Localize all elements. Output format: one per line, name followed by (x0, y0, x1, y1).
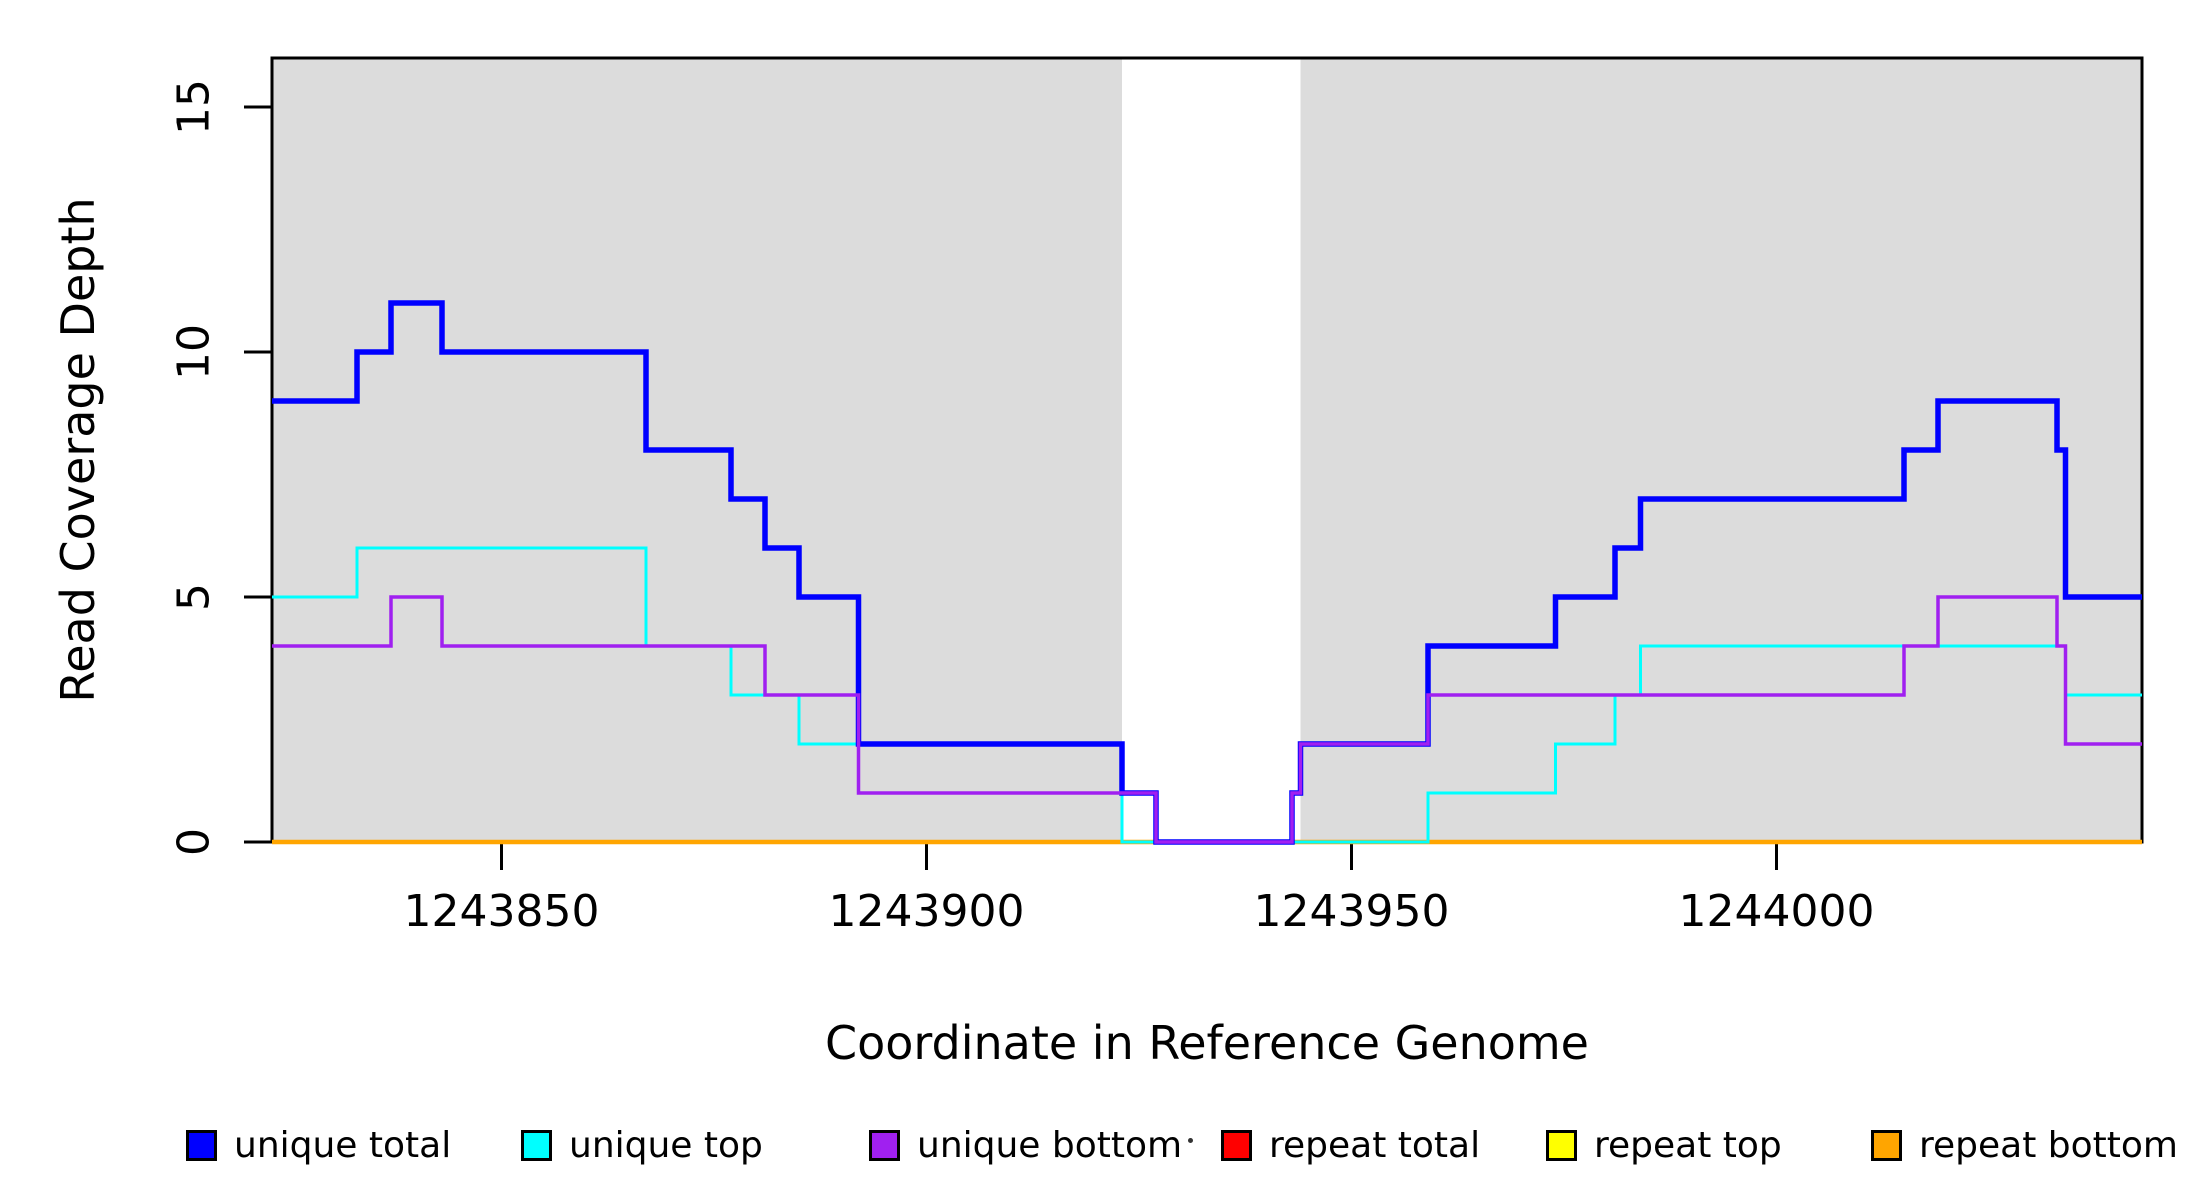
series-unique-top (272, 546, 2142, 844)
legend-label: repeat bottom (1919, 1124, 2178, 1166)
x-tick-label: 1244000 (1678, 886, 1875, 937)
legend-swatch-icon (1871, 1129, 1902, 1161)
legend-swatch-icon (521, 1129, 552, 1161)
legend-item-unique-top: unique top (521, 1122, 763, 1168)
legend-item-repeat-bottom: repeat bottom (1871, 1122, 2178, 1168)
legend-label: unique top (569, 1124, 763, 1166)
shaded-region-right (1300, 58, 2142, 842)
stray-dot (1188, 1138, 1193, 1143)
x-axis-title: Coordinate in Reference Genome (825, 1016, 1589, 1070)
y-tick-label: 15 (168, 79, 220, 135)
series-unique-bottom (272, 595, 2142, 844)
legend-item-unique-bottom: unique bottom (869, 1122, 1182, 1168)
y-axis-title: Read Coverage Depth (51, 197, 105, 703)
y-tick-label: 0 (168, 828, 220, 856)
x-tick-label: 1243850 (403, 886, 600, 937)
legend-item-repeat-total: repeat total (1221, 1122, 1480, 1168)
x-tick-label: 1243950 (1253, 886, 1450, 937)
x-tick-label: 1243900 (828, 886, 1025, 937)
y-tick-label: 10 (168, 324, 220, 380)
legend-swatch-icon (1221, 1129, 1252, 1161)
legend-label: unique bottom (917, 1124, 1183, 1166)
legend-label: repeat top (1594, 1124, 1782, 1166)
legend-swatch-icon (1546, 1129, 1577, 1161)
y-tick-label: 5 (168, 583, 220, 611)
legend-swatch-icon (186, 1129, 217, 1161)
legend-label: repeat total (1269, 1124, 1481, 1166)
legend-item-repeat-top: repeat top (1546, 1122, 1782, 1168)
legend-swatch-icon (869, 1129, 900, 1161)
legend-label: unique total (234, 1124, 452, 1166)
legend-item-unique-total: unique total (186, 1122, 451, 1168)
